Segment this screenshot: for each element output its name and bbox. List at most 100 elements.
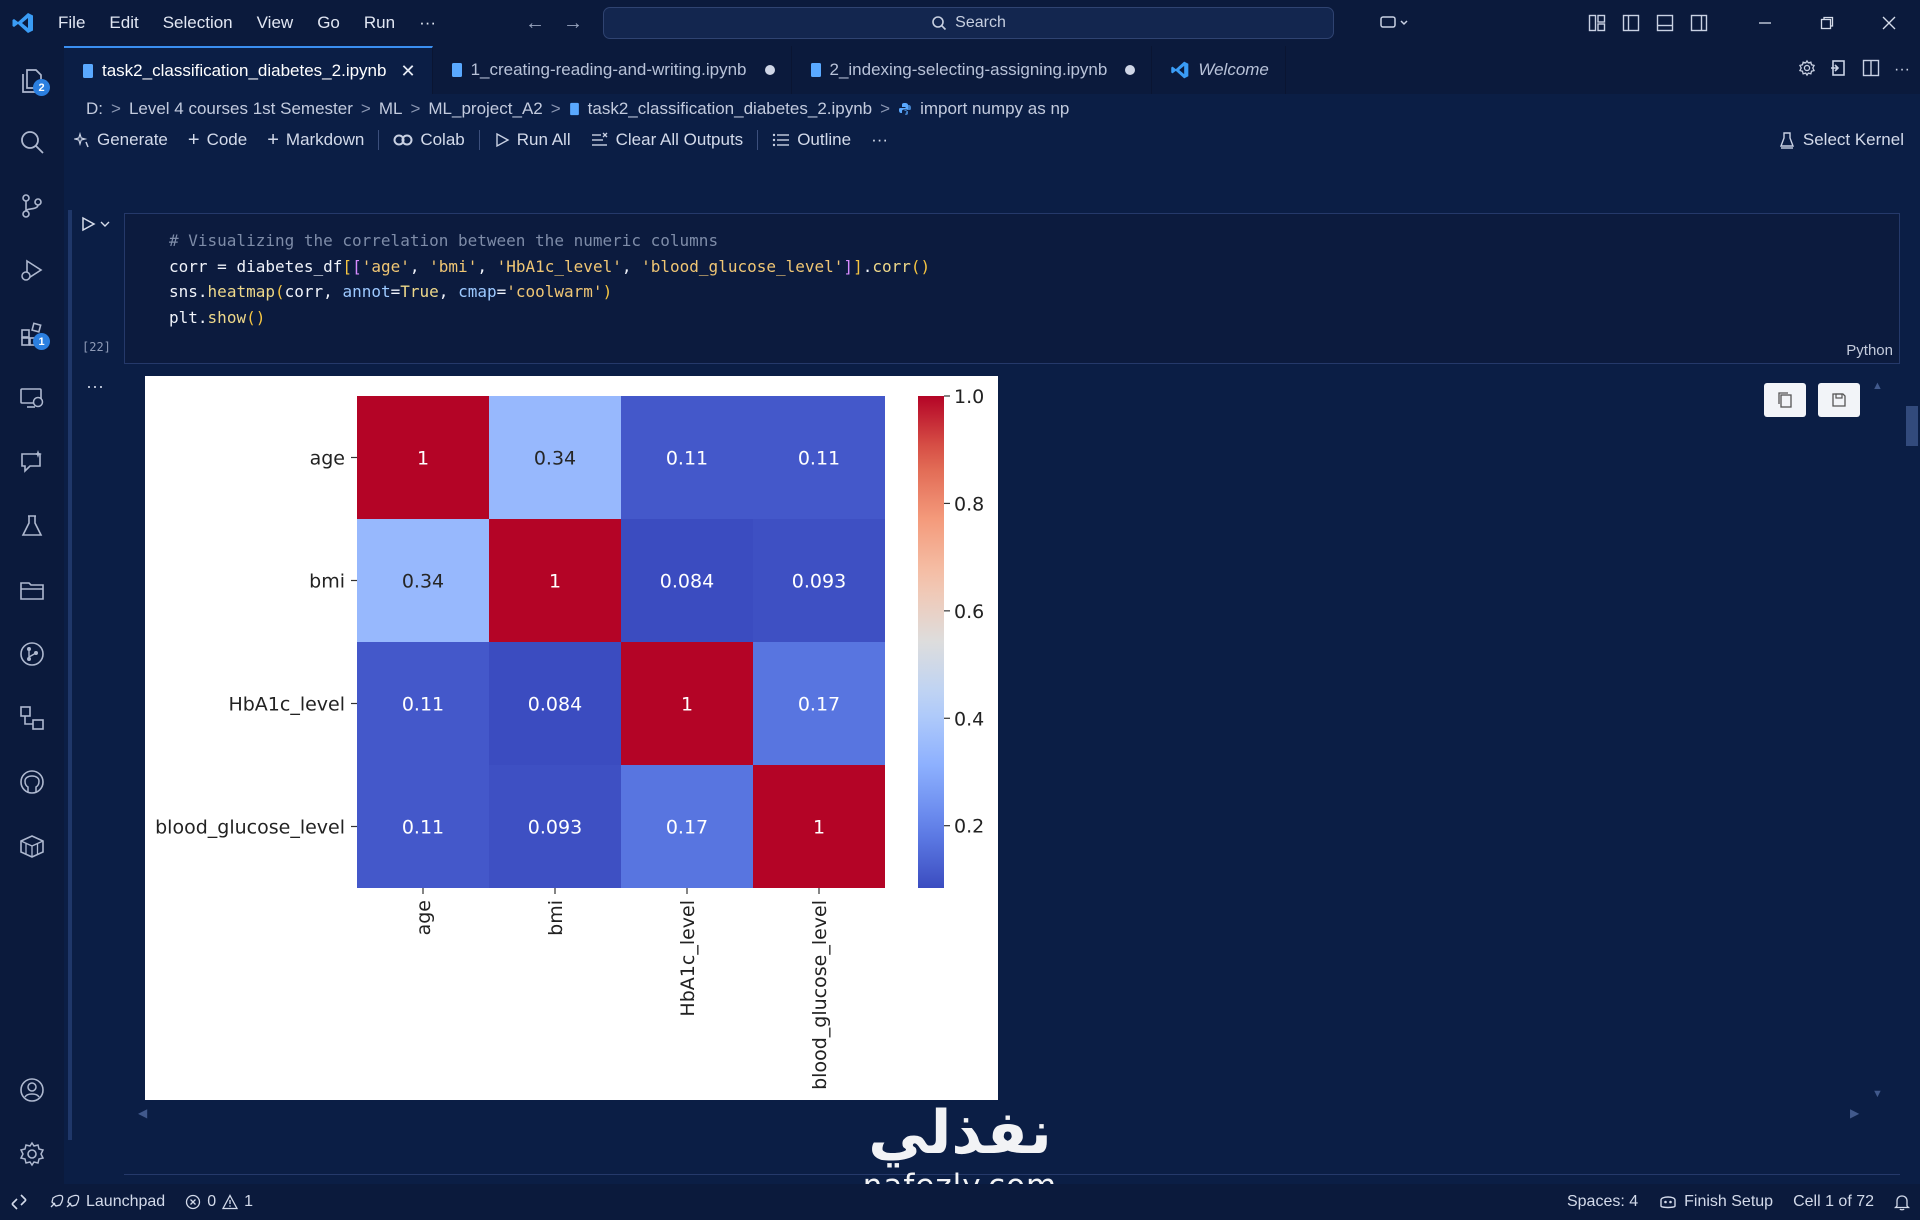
colab-button[interactable]: Colab — [383, 122, 474, 158]
open-changes-icon[interactable] — [1830, 59, 1848, 82]
restore-icon[interactable] — [1796, 0, 1858, 46]
breadcrumb-item[interactable]: ML — [378, 99, 403, 118]
heatmap-cell — [489, 642, 621, 765]
remote-explorer-icon[interactable] — [12, 378, 52, 418]
tab-task2-classification[interactable]: task2_classification_diabetes_2.ipynb ✕ — [64, 46, 433, 94]
close-window-icon[interactable] — [1858, 0, 1920, 46]
run-all-button[interactable]: Run All — [484, 122, 581, 158]
menu-view[interactable]: View — [256, 13, 294, 32]
extensions-icon[interactable]: 1 — [12, 314, 52, 354]
kernel-icon — [1779, 132, 1794, 149]
forward-arrow-icon[interactable]: → — [563, 11, 583, 34]
output-scrollbar[interactable] — [1906, 406, 1918, 446]
generate-button[interactable]: Generate — [64, 122, 178, 158]
colorbar-tick-label: 1.0 — [954, 386, 984, 408]
finish-setup-button[interactable]: Finish Setup — [1648, 1184, 1783, 1220]
menu-bar: File Edit Selection View Go Run ··· — [46, 0, 448, 46]
folder-icon[interactable] — [12, 570, 52, 610]
git-graph-icon[interactable] — [12, 634, 52, 674]
save-output-button[interactable] — [1818, 383, 1860, 417]
heatmap-cell — [621, 396, 753, 519]
warning-count: 1 — [244, 1193, 253, 1210]
plus-icon: + — [267, 128, 279, 151]
select-kernel-button[interactable]: Select Kernel — [1779, 122, 1904, 158]
menu-selection[interactable]: Selection — [162, 13, 233, 32]
notifications-bell-icon[interactable] — [1884, 1184, 1920, 1220]
back-arrow-icon[interactable]: ← — [525, 11, 545, 34]
clear-all-outputs-button[interactable]: Clear All Outputs — [581, 122, 754, 158]
problems-indicator[interactable]: 0 1 — [175, 1184, 263, 1220]
code-content[interactable]: # Visualizing the correlation between th… — [169, 231, 931, 327]
chevron-down-icon[interactable] — [100, 219, 110, 229]
breadcrumb-item[interactable]: D: — [86, 99, 103, 118]
tab-label: 2_indexing-selecting-assigning.ipynb — [829, 60, 1108, 79]
heatmap-chart: 1 0.34 0.11 0.11 0.34 1 0.084 0.093 0.11 0.084 1 0.… — [155, 386, 984, 1090]
notebook-file-icon — [810, 63, 821, 77]
menu-run[interactable]: Run — [363, 13, 396, 32]
heatmap-output: 1 0.34 0.11 0.11 0.34 1 0.084 0.093 0.11 0.084 1 0.… — [145, 376, 998, 1100]
chevron-right-icon: > — [111, 99, 121, 118]
scroll-down-arrow-icon[interactable]: ▼ — [1872, 1088, 1883, 1100]
menu-file[interactable]: File — [58, 13, 86, 32]
close-icon[interactable]: ✕ — [400, 60, 416, 81]
github-icon[interactable] — [12, 762, 52, 802]
breadcrumb-item[interactable]: import numpy as np — [920, 99, 1070, 118]
unsaved-dot-icon[interactable] — [1125, 65, 1136, 75]
breadcrumb-item[interactable]: ML_project_A2 — [428, 99, 543, 118]
add-code-cell-button[interactable]: + Code — [178, 122, 257, 158]
cell-language-label[interactable]: Python — [1846, 342, 1893, 359]
heatmap-annotation: 1 — [417, 448, 429, 470]
output-more-button[interactable]: ··· — [86, 376, 104, 396]
code-cell-editor[interactable]: # Visualizing the correlation between th… — [124, 213, 1900, 364]
scroll-left-arrow-icon[interactable]: ◀ — [138, 1106, 148, 1120]
heatmap-cell — [753, 396, 885, 519]
tab-indexing-selecting-assigning[interactable]: 2_indexing-selecting-assigning.ipynb — [792, 46, 1153, 94]
settings-gear-icon[interactable] — [12, 1134, 52, 1174]
command-center-search[interactable]: Search — [603, 7, 1334, 39]
outline-button[interactable]: Outline — [762, 122, 861, 158]
heatmap-annotation: 1 — [681, 694, 693, 716]
source-control-icon[interactable] — [12, 186, 52, 226]
search-view-icon[interactable] — [12, 122, 52, 162]
minimize-icon[interactable] — [1734, 0, 1796, 46]
save-icon — [1832, 393, 1846, 407]
launchpad-button[interactable]: Launchpad — [38, 1184, 175, 1220]
scroll-up-arrow-icon[interactable]: ▲ — [1872, 380, 1883, 392]
toolbar-more-button[interactable]: ··· — [861, 122, 898, 158]
run-cell-button[interactable] — [80, 216, 110, 232]
split-editor-icon[interactable] — [1862, 59, 1880, 82]
explorer-icon[interactable]: 2 — [12, 60, 52, 100]
menu-more[interactable]: ··· — [419, 13, 437, 32]
containers-icon[interactable] — [12, 826, 52, 866]
copy-output-button[interactable] — [1764, 383, 1806, 417]
tab-creating-reading-writing[interactable]: 1_creating-reading-and-writing.ipynb — [433, 46, 792, 94]
copilot-chat-icon[interactable] — [1368, 0, 1420, 46]
menu-go[interactable]: Go — [317, 13, 340, 32]
remote-indicator[interactable] — [0, 1184, 38, 1220]
execution-count: [22] — [82, 340, 111, 354]
scroll-right-arrow-icon[interactable]: ▶ — [1850, 1106, 1860, 1120]
toggle-secondary-sidebar-icon[interactable] — [1682, 0, 1716, 46]
structure-icon[interactable] — [12, 698, 52, 738]
add-markdown-cell-button[interactable]: + Markdown — [257, 122, 374, 158]
plus-icon: + — [187, 128, 200, 151]
testing-icon[interactable] — [12, 506, 52, 546]
toggle-primary-sidebar-icon[interactable] — [1614, 0, 1648, 46]
toggle-panel-icon[interactable] — [1648, 0, 1682, 46]
unsaved-dot-icon[interactable] — [764, 65, 775, 75]
menu-edit[interactable]: Edit — [109, 13, 139, 32]
breadcrumb-item[interactable]: Level 4 courses 1st Semester — [128, 99, 353, 118]
breadcrumb-item[interactable]: task2_classification_diabetes_2.ipynb — [587, 99, 873, 118]
indentation-indicator[interactable]: Spaces: 4 — [1566, 1193, 1639, 1210]
search-icon — [932, 16, 947, 31]
notebook-settings-icon[interactable] — [1798, 59, 1816, 82]
customize-layout-icon[interactable] — [1580, 0, 1614, 46]
run-debug-icon[interactable] — [12, 250, 52, 290]
rocket-icon — [50, 1194, 80, 1208]
chat-icon[interactable] — [12, 442, 52, 482]
tab-welcome[interactable]: Welcome — [1152, 46, 1286, 94]
account-icon[interactable] — [12, 1070, 52, 1110]
notebook-toolbar: Generate + Code + Markdown Colab Run All… — [64, 122, 1920, 158]
more-actions-icon[interactable]: ··· — [1894, 61, 1910, 78]
cell-position-indicator[interactable]: Cell 1 of 72 — [1793, 1193, 1874, 1210]
